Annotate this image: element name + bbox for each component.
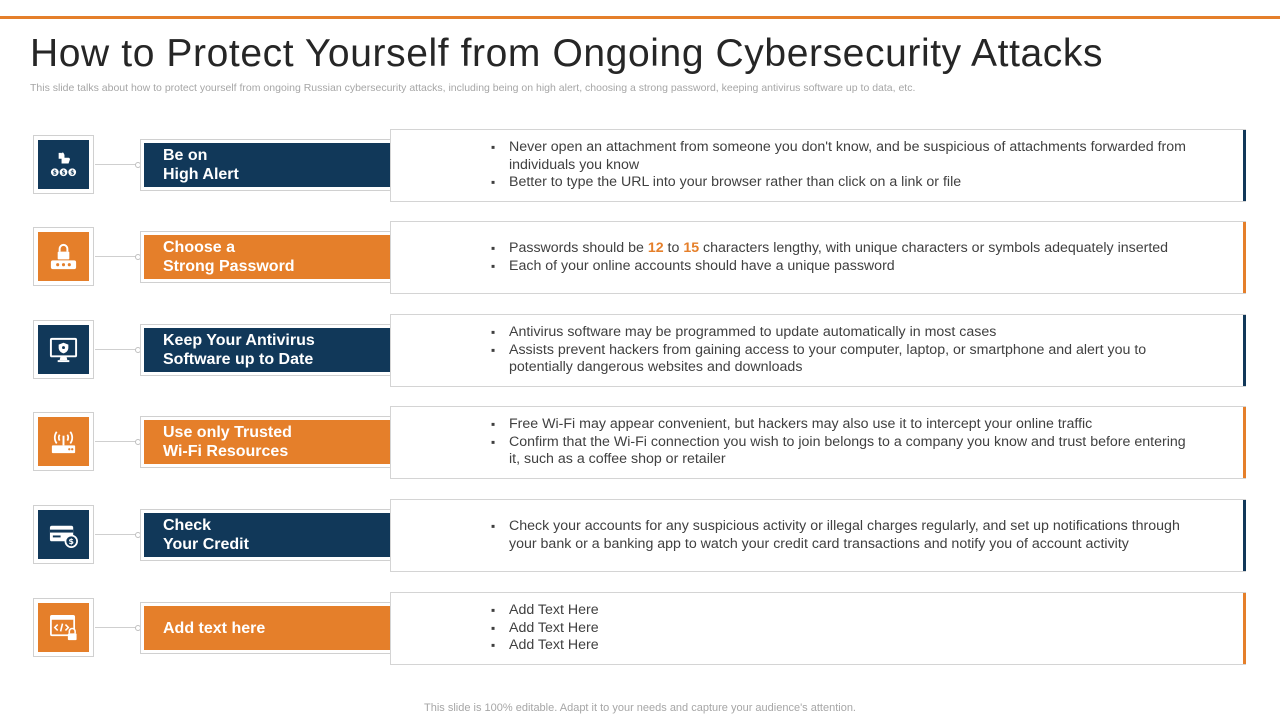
bullet-list: Antivirus software may be programmed to …	[491, 315, 1196, 386]
credit-card-icon: $	[49, 525, 78, 548]
connector-line	[95, 162, 141, 168]
row-label: Keep Your Antivirus Software up to Date	[163, 332, 315, 368]
bullet-list: Add Text Here Add Text Here Add Text Her…	[491, 593, 1196, 664]
connector-line	[95, 439, 141, 445]
row-check-credit: $ Check Your Credit Check your accounts …	[0, 499, 1280, 574]
description-box: Passwords should be 12 to 15 characters …	[390, 221, 1246, 294]
page-subtitle: This slide talks about how to protect yo…	[30, 82, 916, 94]
description-box: Antivirus software may be programmed to …	[390, 314, 1246, 387]
bullet-item: Add Text Here	[491, 637, 1196, 655]
svg-text:$: $	[53, 171, 57, 177]
bullet-item: Antivirus software may be programmed to …	[491, 324, 1196, 342]
description-box: Never open an attachment from someone yo…	[390, 129, 1246, 202]
row-strong-password: Choose a Strong Password Passwords shoul…	[0, 221, 1280, 296]
svg-text:$: $	[61, 171, 65, 177]
row-label: Be on High Alert	[163, 147, 239, 183]
label-frame: Be on High Alert	[140, 139, 471, 191]
connector-line	[95, 347, 141, 353]
row-trusted-wifi: Use only Trusted Wi-Fi Resources Free Wi…	[0, 406, 1280, 481]
icon-frame	[33, 227, 94, 286]
wifi-router-icon	[51, 431, 76, 454]
thumbs-up-money-icon: $ $ $	[50, 152, 77, 177]
bullet-item: Add Text Here	[491, 620, 1196, 638]
edge-accent	[1243, 315, 1246, 386]
row-antivirus: Keep Your Antivirus Software up to Date …	[0, 314, 1280, 389]
bullet-item: Free Wi-Fi may appear convenient, but ha…	[491, 416, 1196, 434]
bullet-item: Add Text Here	[491, 602, 1196, 620]
row-label: Check Your Credit	[163, 517, 249, 553]
edge-accent	[1243, 407, 1246, 478]
edge-accent	[1243, 500, 1246, 571]
svg-text:$: $	[70, 171, 74, 177]
icon-frame	[33, 412, 94, 471]
edge-accent	[1243, 593, 1246, 664]
connector-line	[95, 532, 141, 538]
row-add-text: Add text here Add Text Here Add Text Her…	[0, 592, 1280, 667]
icon-frame	[33, 320, 94, 379]
connector-line	[95, 254, 141, 260]
bullet-list: Check your accounts for any suspicious a…	[491, 500, 1196, 571]
bullet-item: Confirm that the Wi-Fi connection you wi…	[491, 434, 1196, 469]
page-title: How to Protect Yourself from Ongoing Cyb…	[30, 32, 1104, 75]
row-label: Use only Trusted Wi-Fi Resources	[163, 424, 292, 460]
browser-code-lock-icon	[50, 615, 77, 641]
description-box: Check your accounts for any suspicious a…	[390, 499, 1246, 572]
connector-line	[95, 625, 141, 631]
footer-note: This slide is 100% editable. Adapt it to…	[424, 702, 856, 714]
bullet-item: Check your accounts for any suspicious a…	[491, 518, 1196, 553]
bullet-list: Passwords should be 12 to 15 characters …	[491, 222, 1196, 293]
description-box: Add Text Here Add Text Here Add Text Her…	[390, 592, 1246, 665]
highlight-number: 15	[683, 240, 700, 256]
icon-frame	[33, 598, 94, 657]
description-box: Free Wi-Fi may appear convenient, but ha…	[390, 406, 1246, 479]
svg-text:$: $	[69, 537, 74, 546]
bullet-item: Assists prevent hackers from gaining acc…	[491, 342, 1196, 377]
monitor-shield-icon	[49, 337, 78, 363]
bullet-item: Each of your online accounts should have…	[491, 258, 1196, 276]
row-label: Choose a Strong Password	[163, 239, 295, 275]
top-accent-bar	[0, 16, 1280, 19]
edge-accent	[1243, 222, 1246, 293]
bullet-item: Passwords should be 12 to 15 characters …	[491, 240, 1196, 258]
bullet-item: Better to type the URL into your browser…	[491, 174, 1196, 192]
bullet-list: Never open an attachment from someone yo…	[491, 130, 1196, 201]
icon-frame: $ $ $	[33, 135, 94, 194]
row-high-alert: $ $ $ Be on High Alert Never open an att…	[0, 129, 1280, 204]
edge-accent	[1243, 130, 1246, 201]
bullet-item: Never open an attachment from someone yo…	[491, 139, 1196, 174]
icon-frame: $	[33, 505, 94, 564]
bullet-list: Free Wi-Fi may appear convenient, but ha…	[491, 407, 1196, 478]
highlight-number: 12	[647, 240, 664, 256]
lock-password-icon	[50, 243, 77, 270]
row-label: Add text here	[163, 619, 266, 637]
